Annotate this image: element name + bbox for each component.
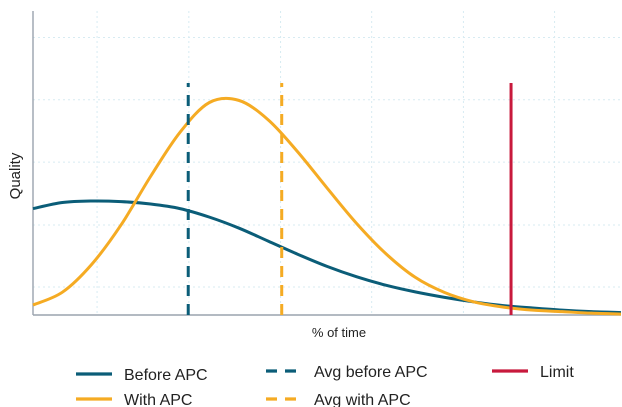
legend-item-avg-with-apc: Avg with APC — [266, 392, 411, 407]
legend-label-avg-with-apc: Avg with APC — [314, 392, 411, 407]
legend-label-limit: Limit — [540, 364, 574, 381]
y-axis-title: Quality — [7, 152, 24, 199]
legend: Before APC Avg before APC Limit With APC Avg… — [76, 364, 574, 407]
x-axis-title: % of time — [312, 325, 366, 340]
legend-label-before-apc: Before APC — [124, 367, 208, 384]
axes — [32, 11, 621, 316]
legend-item-with-apc: With APC — [76, 392, 192, 407]
legend-label-with-apc: With APC — [124, 392, 192, 407]
series-before-apc — [32, 199, 622, 315]
legend-label-avg-before-apc: Avg before APC — [314, 364, 428, 381]
legend-item-limit: Limit — [492, 364, 574, 381]
legend-item-avg-before-apc: Avg before APC — [266, 364, 428, 381]
legend-item-before-apc: Before APC — [76, 367, 208, 384]
grid — [33, 11, 621, 315]
series-layer — [32, 83, 622, 316]
series-with-apc — [32, 96, 622, 316]
